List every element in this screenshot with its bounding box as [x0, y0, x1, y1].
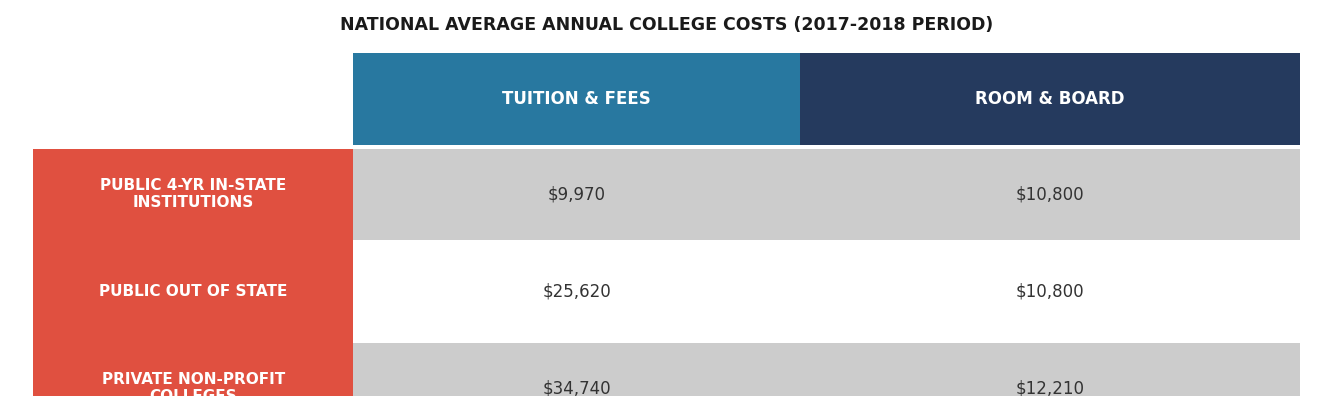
Text: $12,210: $12,210 — [1016, 379, 1084, 396]
Bar — [800, 244, 1300, 339]
Bar — [353, 240, 1300, 244]
Text: NATIONAL AVERAGE ANNUAL COLLEGE COSTS (2017-2018 PERIOD): NATIONAL AVERAGE ANNUAL COLLEGE COSTS (2… — [340, 16, 993, 34]
Bar — [353, 148, 800, 240]
Bar — [800, 148, 1300, 240]
Bar — [800, 53, 1300, 145]
Bar — [353, 339, 1300, 343]
Bar — [353, 343, 800, 396]
Text: $34,740: $34,740 — [543, 379, 611, 396]
Text: PUBLIC 4-YR IN-STATE
INSTITUTIONS: PUBLIC 4-YR IN-STATE INSTITUTIONS — [100, 178, 287, 210]
Text: $25,620: $25,620 — [543, 282, 611, 300]
Text: $10,800: $10,800 — [1016, 185, 1084, 203]
Text: PUBLIC OUT OF STATE: PUBLIC OUT OF STATE — [99, 284, 288, 299]
Bar — [353, 53, 800, 145]
Bar — [353, 244, 800, 339]
Bar — [800, 343, 1300, 396]
Text: $9,970: $9,970 — [548, 185, 605, 203]
Text: ROOM & BOARD: ROOM & BOARD — [974, 90, 1125, 108]
Text: $10,800: $10,800 — [1016, 282, 1084, 300]
Text: TUITION & FEES: TUITION & FEES — [503, 90, 651, 108]
Text: PRIVATE NON-PROFIT
COLLEGES: PRIVATE NON-PROFIT COLLEGES — [101, 372, 285, 396]
Bar — [33, 148, 353, 396]
